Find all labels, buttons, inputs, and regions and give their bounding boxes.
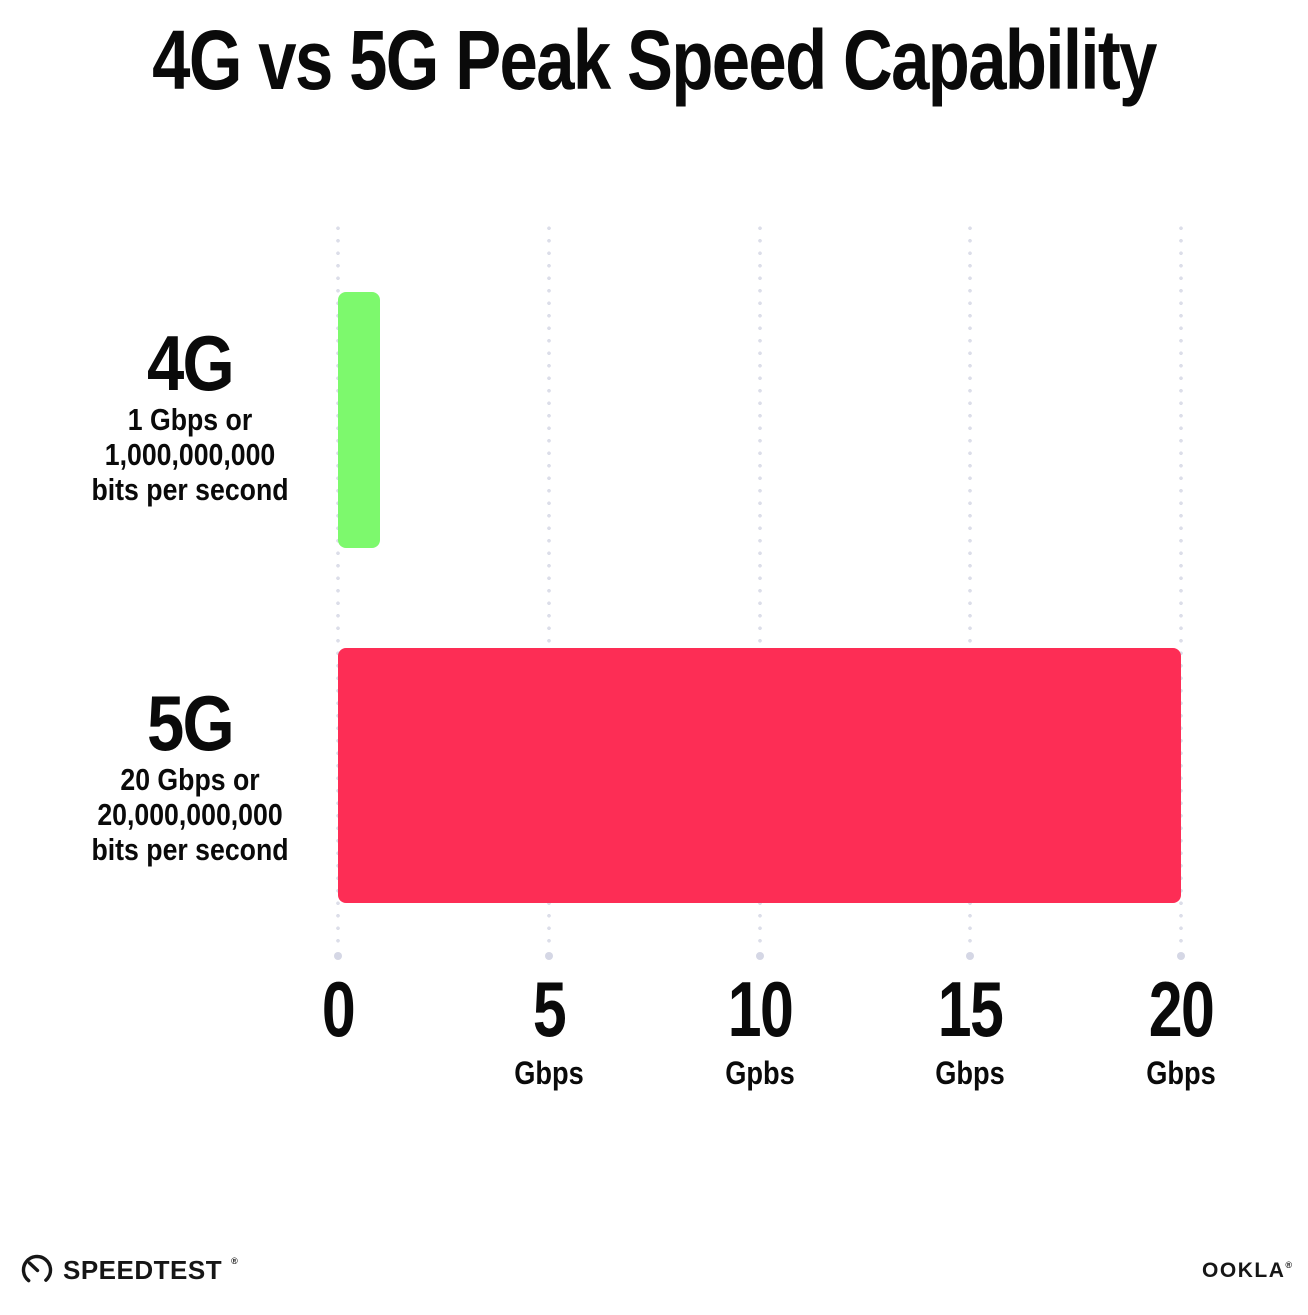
bar-4g [338,292,381,548]
x-tick-value: 5 [532,965,567,1053]
gridline [336,222,340,948]
gridline [1179,222,1183,948]
x-tick-unit: Gbps [513,1055,584,1092]
category-sublabel-line: bits per second [91,832,289,867]
chart-title: 4G vs 5G Peak Speed Capability [152,13,1157,107]
category-label: 5G [146,679,235,767]
x-tick-unit: Gbps [1146,1055,1216,1092]
x-tick: 5 Gbps [508,965,590,1092]
x-tick-unit: Gbps [935,1055,1006,1092]
speedtest-logo: SPEEDTEST ® [20,1253,238,1287]
gridline [546,222,551,948]
row-label-4g: 4G 1 Gbps or 1,000,000,000 bits per second [70,324,311,507]
x-tick: 0 [317,965,358,1053]
gridline [968,222,973,948]
x-tick-value: 15 [937,965,1004,1053]
category-sublabel-line: bits per second [91,472,289,507]
category-sublabel-line: 20 Gbps or [120,762,260,797]
speedtest-wordmark: SPEEDTEST [63,1254,223,1285]
x-tick: 15 Gbps [929,965,1012,1092]
category-label: 4G [146,319,235,407]
x-tick-value: 20 [1148,965,1215,1053]
category-sublabel-line: 1 Gbps or [127,402,253,437]
x-tick-value: 10 [727,965,793,1053]
ookla-logo: OOKLA® [1202,1259,1292,1283]
category-sublabel-line: 1,000,000,000 [104,437,276,472]
row-label-5g: 5G 20 Gbps or 20,000,000,000 bits per secon… [70,684,311,867]
ookla-wordmark: OOKLA [1202,1259,1286,1282]
x-tick-unit: Gpbs [724,1055,795,1092]
ookla-trademark: ® [1285,1260,1292,1270]
x-tick: 20 Gbps [1140,965,1223,1092]
gridline [757,222,762,948]
speedometer-icon [20,1253,54,1287]
speedtest-trademark: ® [231,1256,238,1266]
x-tick: 10 Gpbs [718,965,801,1092]
x-tick-value: 0 [321,965,356,1053]
category-sublabel-line: 20,000,000,000 [97,797,283,832]
bar-5g [338,648,1181,903]
